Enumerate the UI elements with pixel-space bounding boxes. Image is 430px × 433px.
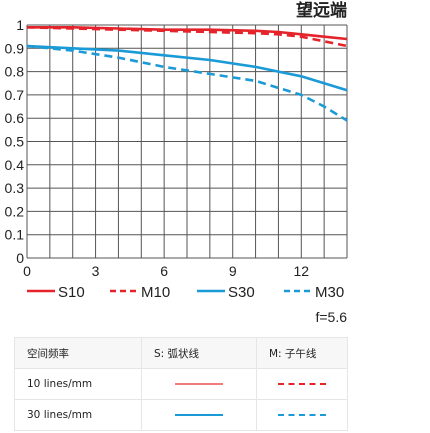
y-tick-label: 0.1 — [5, 227, 25, 243]
series-line-s30 — [26, 44, 348, 92]
y-tick-label: 0.3 — [5, 180, 25, 196]
x-tick-label: 12 — [293, 263, 309, 279]
solid-line-sample-blue — [175, 414, 223, 416]
y-tick-label: 1 — [16, 17, 24, 33]
x-tick-label: 0 — [23, 263, 31, 279]
header-meridional: M: 子午线 — [256, 337, 348, 369]
row-label: 10 lines/mm — [14, 368, 142, 400]
y-tick-label: 0 — [16, 250, 24, 266]
mtf-chart: 望远端 0 0.1 0.2 0.3 0.4 0.5 0.6 0.7 0.8 0.9 1 0 3 6 9 12… — [5, 0, 348, 325]
legend-table-header: 空间频率 S: 弧状线 M: 子午线 — [14, 337, 348, 369]
y-tick-label: 0.4 — [5, 157, 25, 173]
legend-label-m10: M10 — [141, 284, 170, 301]
x-axis-ticks: 0 3 6 9 12 — [23, 263, 309, 279]
series-line-m10 — [26, 26, 348, 48]
y-tick-label: 0.8 — [5, 64, 25, 80]
solid-line-sample-red — [175, 383, 223, 385]
dashed-line-sample-blue — [278, 414, 326, 416]
row-label: 30 lines/mm — [14, 399, 142, 431]
series-line-m30 — [26, 44, 348, 122]
y-axis-ticks: 0 0.1 0.2 0.3 0.4 0.5 0.6 0.7 0.8 0.9 1 — [5, 17, 25, 266]
dashed-line-sample-red — [278, 383, 326, 385]
table-row: 10 lines/mm — [14, 368, 348, 400]
legend-label-m30: M30 — [315, 284, 344, 301]
x-tick-label: 3 — [92, 263, 100, 279]
y-tick-label: 0.7 — [5, 87, 25, 103]
header-frequency: 空间频率 — [14, 337, 142, 369]
y-tick-label: 0.9 — [5, 40, 25, 56]
table-row: 30 lines/mm — [14, 399, 348, 431]
chart-grid — [26, 24, 348, 259]
aperture-label: f=5.6 — [315, 309, 347, 325]
y-tick-label: 0.5 — [5, 134, 25, 150]
y-tick-label: 0.6 — [5, 110, 25, 126]
header-sagittal: S: 弧状线 — [141, 337, 257, 369]
chart-title: 望远端 — [296, 0, 347, 21]
legend-label-s10: S10 — [58, 284, 85, 301]
legend-table: 空间频率 S: 弧状线 M: 子午线 10 lines/mm 30 lines/… — [14, 337, 348, 431]
x-tick-label: 6 — [160, 263, 168, 279]
legend-label-s30: S30 — [228, 284, 255, 301]
legend: S10 M10 S30 M30 — [27, 284, 344, 301]
y-tick-label: 0.2 — [5, 203, 25, 219]
plot-lines — [26, 25, 348, 122]
x-tick-label: 9 — [229, 263, 237, 279]
